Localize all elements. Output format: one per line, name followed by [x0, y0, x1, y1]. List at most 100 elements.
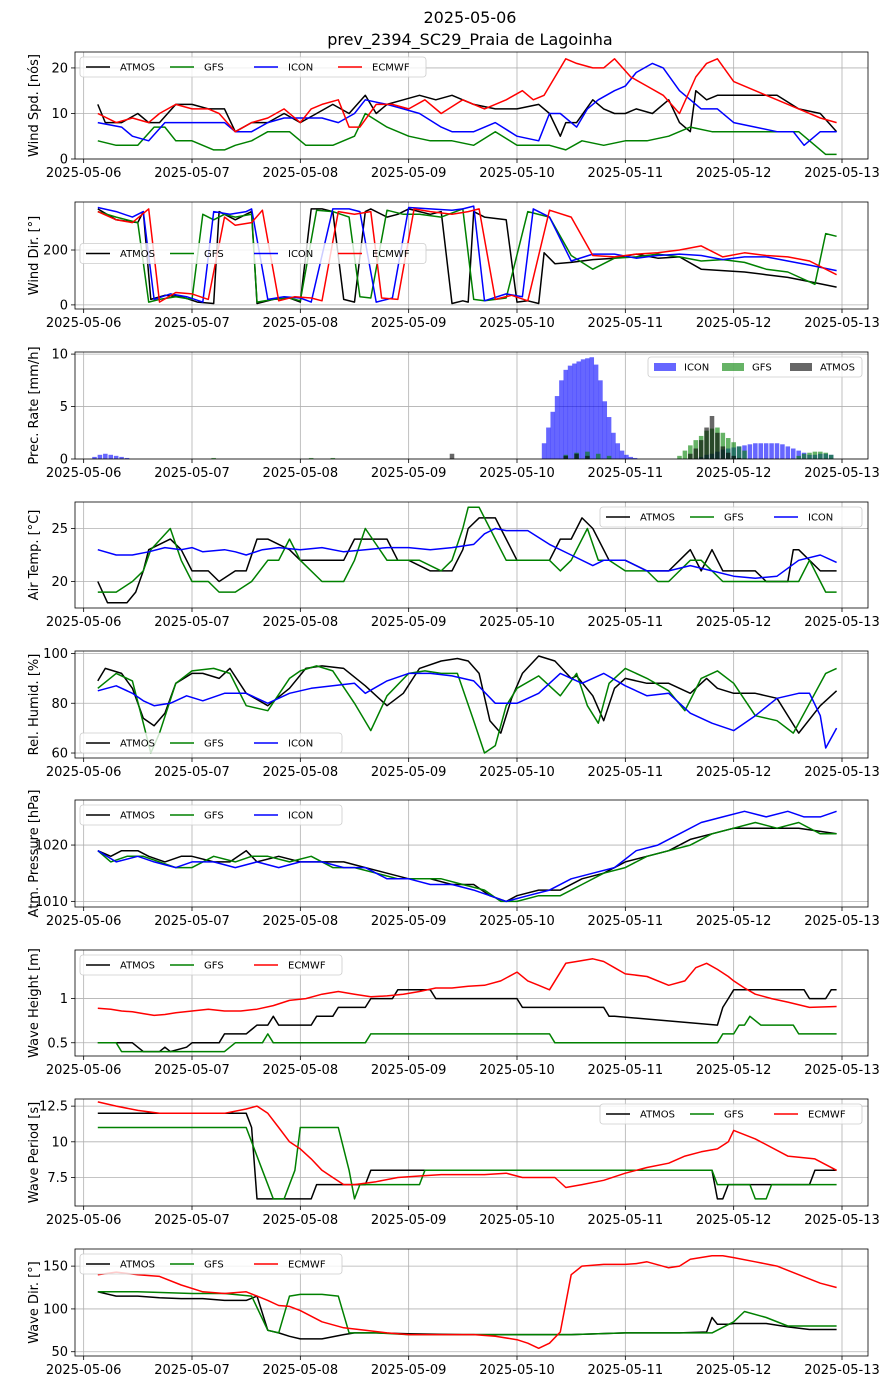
line-atmos: [97, 517, 837, 604]
x-tick-label: 2025-05-07: [154, 1063, 230, 1078]
bar-gfs: [682, 450, 688, 459]
bar-gfs: [585, 451, 590, 459]
bar-gfs: [818, 451, 823, 459]
x-tick-label: 2025-05-07: [154, 466, 230, 481]
bar-gfs: [720, 432, 726, 459]
x-tick-label: 2025-05-10: [479, 615, 555, 630]
x-tick-label: 2025-05-08: [263, 466, 339, 481]
bar-gfs: [688, 445, 693, 459]
panel-4-air-temp-c: 2025-05-06 2025-05-07 2025-05-08 2025-05-09…: [27, 501, 880, 630]
y-tick-label: 10: [51, 1135, 68, 1150]
bar-icon: [615, 443, 621, 459]
line-ecmwf: [97, 1255, 837, 1350]
plot-area: [97, 205, 837, 305]
bar-icon: [785, 446, 791, 459]
bar-atmos: [574, 453, 579, 459]
axes-frame: [74, 201, 869, 310]
legend-label-atmos: ATMOS: [120, 811, 155, 822]
x-tick-label: 2025-05-10: [479, 466, 555, 481]
bar-gfs: [828, 454, 834, 459]
legend: ATMOS GFS ICON ECMWF: [79, 56, 427, 78]
y-axis-label: Air Temp. [°C]: [27, 510, 42, 601]
bar-icon: [598, 380, 603, 459]
x-tick-label: 2025-05-10: [479, 765, 555, 780]
bar-icon: [790, 448, 796, 459]
legend-label-ecmwf: ECMWF: [372, 249, 410, 260]
line-atmos: [97, 1112, 837, 1200]
legend-box: [79, 732, 343, 754]
legend-label-atmos: ATMOS: [120, 739, 155, 750]
line-gfs: [97, 1126, 837, 1200]
x-tick-label: 2025-05-11: [588, 316, 664, 331]
y-tick-label: 60: [51, 747, 68, 762]
x-tick-label: 2025-05-11: [588, 615, 664, 630]
x-tick-label: 2025-05-12: [696, 1063, 772, 1078]
bar-gfs: [725, 438, 731, 459]
x-tick-label: 2025-05-06: [46, 466, 122, 481]
x-tick-label: 2025-05-06: [46, 316, 122, 331]
legend-swatch-atmos: [790, 363, 812, 371]
bar-gfs: [742, 450, 747, 459]
y-tick-label: 50: [51, 1345, 68, 1360]
x-tick-label: 2025-05-08: [263, 166, 339, 181]
legend-label-ecmwf: ECMWF: [288, 1260, 326, 1271]
y-tick-label: 200: [43, 244, 68, 259]
bar-icon: [628, 456, 634, 459]
plot-area: [92, 357, 834, 459]
bar-icon: [780, 444, 785, 459]
bar-icon: [774, 443, 780, 459]
bar-gfs: [796, 455, 801, 459]
x-tick-label: 2025-05-12: [696, 615, 772, 630]
legend-label-icon: ICON: [288, 811, 313, 822]
bar-atmos: [704, 427, 709, 459]
bar-icon: [585, 358, 590, 459]
y-axis-label: Wave Dir. [°]: [27, 1261, 42, 1344]
legend-label-icon: ICON: [288, 249, 313, 260]
x-tick-label: 2025-05-06: [46, 914, 122, 929]
legend-label-gfs: GFS: [204, 961, 224, 972]
bar-icon: [576, 361, 582, 459]
x-tick-label: 2025-05-08: [263, 316, 339, 331]
bar-icon: [580, 359, 586, 459]
line-atmos: [97, 655, 838, 734]
bar-atmos: [709, 415, 715, 459]
x-tick-label: 2025-05-13: [804, 615, 880, 630]
y-tick-label: 100: [43, 647, 68, 662]
panel-7-wave-height-m: 2025-05-06 2025-05-07 2025-05-08 2025-05-09…: [27, 948, 880, 1078]
line-ecmwf: [97, 958, 837, 1017]
legend-label-gfs: GFS: [204, 739, 224, 750]
line-gfs: [97, 1015, 837, 1053]
figure-title-station: prev_2394_SC29_Praia de Lagoinha: [327, 30, 612, 50]
legend-label-ecmwf: ECMWF: [808, 1110, 846, 1121]
legend-box: [79, 56, 427, 78]
bar-atmos: [698, 440, 704, 459]
x-tick-label: 2025-05-13: [804, 1363, 880, 1378]
bar-gfs: [731, 442, 736, 459]
legend-label-atmos: ATMOS: [120, 961, 155, 972]
x-tick-label: 2025-05-11: [588, 1213, 664, 1228]
x-tick-label: 2025-05-10: [479, 1363, 555, 1378]
bar-atmos: [715, 432, 720, 459]
plot-area: [97, 655, 838, 754]
line-gfs: [97, 1291, 837, 1336]
bar-atmos: [449, 453, 455, 459]
y-axis-label: Wind Dir. [°]: [27, 216, 42, 296]
legend-label-icon: ICON: [684, 363, 709, 374]
bar-icon: [546, 427, 551, 459]
legend: ATMOS GFS ICON ECMWF: [79, 243, 427, 264]
legend-label-atmos: ATMOS: [120, 1260, 155, 1271]
y-axis-label: Atm. Pressure [hPa]: [27, 790, 42, 918]
y-tick-label: 10: [51, 107, 68, 122]
bar-atmos: [585, 455, 590, 459]
line-ecmwf: [97, 1101, 837, 1189]
x-tick-label: 2025-05-06: [46, 1063, 122, 1078]
y-tick-label: 100: [43, 1302, 68, 1317]
x-tick-label: 2025-05-11: [588, 914, 664, 929]
bar-icon: [103, 453, 108, 459]
x-tick-label: 2025-05-06: [46, 1213, 122, 1228]
legend-box: [79, 1253, 343, 1275]
legend-box: [599, 506, 863, 528]
bar-icon: [550, 411, 556, 459]
x-tick-label: 2025-05-08: [263, 1213, 339, 1228]
legend-label-atmos: ATMOS: [640, 513, 675, 524]
